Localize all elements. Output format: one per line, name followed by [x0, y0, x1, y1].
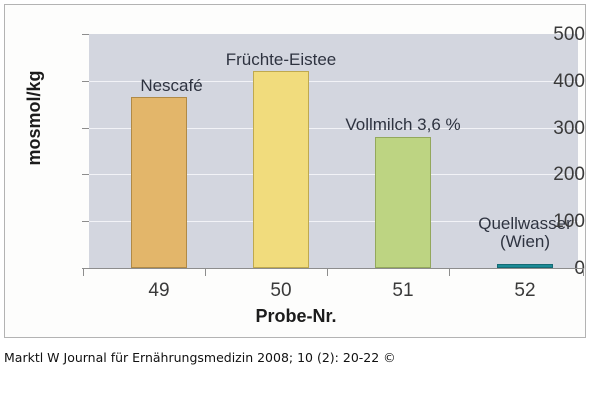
gridline-300: [89, 127, 578, 129]
bar-probe-49[interactable]: [131, 97, 187, 268]
x-tick-label-50: 50: [270, 280, 292, 301]
source-caption: Marktl W Journal für Ernährungsmedizin 2…: [4, 350, 396, 365]
y-tick-200: [82, 174, 89, 176]
gridline-400: [89, 80, 578, 82]
y-axis-title: mosmol/kg: [24, 70, 44, 166]
x-axis-title: Probe-Nr.: [255, 306, 337, 326]
y-tick-label-500: 500: [553, 24, 585, 45]
x-tick-49-50: [205, 269, 206, 276]
bar-label-probe-51: Vollmilch 3,6 %: [313, 116, 493, 134]
gridline-100: [89, 221, 578, 223]
x-tick-label-51: 51: [392, 280, 414, 301]
x-tick-51-52: [449, 269, 450, 276]
bar-label-text: Quellwasser: [478, 214, 572, 233]
bar-probe-51[interactable]: [375, 137, 431, 268]
figure-frame: Nescafé Früchte-Eistee Vollmilch 3,6 % Q…: [4, 4, 586, 338]
chart-plot-area: Nescafé Früchte-Eistee Vollmilch 3,6 % Q…: [89, 34, 578, 268]
bar-label-probe-52: Quellwasser (Wien): [445, 215, 600, 251]
y-tick-100: [82, 221, 89, 223]
bar-label-probe-50: Früchte-Eistee: [191, 51, 371, 69]
x-tick-start: [83, 269, 84, 276]
bar-label-text-line2: (Wien): [499, 231, 551, 251]
x-tick-label-49: 49: [148, 280, 170, 301]
x-tick-label-52: 52: [514, 280, 536, 301]
y-tick-500: [82, 34, 89, 35]
bar-probe-52[interactable]: [497, 263, 553, 268]
y-tick-label-200: 200: [553, 164, 585, 186]
bar-label-text: Früchte-Eistee: [225, 50, 337, 69]
bar-label-probe-49: Nescafé: [84, 77, 259, 95]
bar-label-text: Nescafé: [140, 76, 203, 95]
y-tick-300: [82, 127, 89, 129]
x-tick-50-51: [327, 269, 328, 276]
y-tick-label-400: 400: [553, 70, 585, 92]
x-tick-end: [583, 269, 584, 276]
gridline-200: [89, 174, 578, 176]
bar-probe-50[interactable]: [253, 71, 309, 268]
y-tick-label-100: 100: [553, 211, 585, 233]
y-tick-400: [82, 80, 89, 82]
bar-label-text: Vollmilch 3,6 %: [345, 115, 461, 134]
x-axis-line: [83, 268, 584, 269]
y-tick-label-300: 300: [553, 117, 585, 139]
